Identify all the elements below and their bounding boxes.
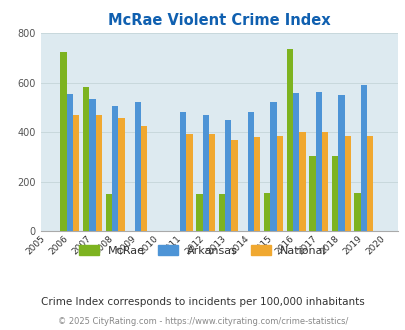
Bar xyxy=(83,87,89,231)
Bar xyxy=(270,102,276,231)
Bar xyxy=(276,136,282,231)
Bar xyxy=(202,115,208,231)
Bar xyxy=(292,93,298,231)
Bar xyxy=(118,118,124,231)
Bar xyxy=(231,140,237,231)
Title: McRae Violent Crime Index: McRae Violent Crime Index xyxy=(108,13,330,28)
Bar xyxy=(196,194,202,231)
Bar xyxy=(337,95,344,231)
Bar xyxy=(331,155,337,231)
Bar xyxy=(224,120,231,231)
Bar xyxy=(354,193,360,231)
Bar xyxy=(218,194,224,231)
Bar xyxy=(134,102,141,231)
Bar xyxy=(263,193,270,231)
Bar xyxy=(247,112,254,231)
Bar xyxy=(366,136,373,231)
Bar xyxy=(89,99,96,231)
Text: © 2025 CityRating.com - https://www.cityrating.com/crime-statistics/: © 2025 CityRating.com - https://www.city… xyxy=(58,317,347,326)
Bar xyxy=(344,136,350,231)
Legend: McRae, Arkansas, National: McRae, Arkansas, National xyxy=(75,241,330,260)
Text: Crime Index corresponds to incidents per 100,000 inhabitants: Crime Index corresponds to incidents per… xyxy=(41,297,364,307)
Bar xyxy=(321,132,327,231)
Bar xyxy=(73,115,79,231)
Bar xyxy=(105,194,112,231)
Bar xyxy=(254,138,260,231)
Bar xyxy=(67,94,73,231)
Bar xyxy=(309,155,315,231)
Bar xyxy=(298,132,305,231)
Bar xyxy=(186,135,192,231)
Bar xyxy=(112,106,118,231)
Bar xyxy=(179,112,186,231)
Bar xyxy=(60,51,67,231)
Bar xyxy=(96,115,102,231)
Bar xyxy=(360,85,366,231)
Bar xyxy=(315,92,321,231)
Bar xyxy=(141,126,147,231)
Bar xyxy=(286,49,292,231)
Bar xyxy=(208,135,215,231)
